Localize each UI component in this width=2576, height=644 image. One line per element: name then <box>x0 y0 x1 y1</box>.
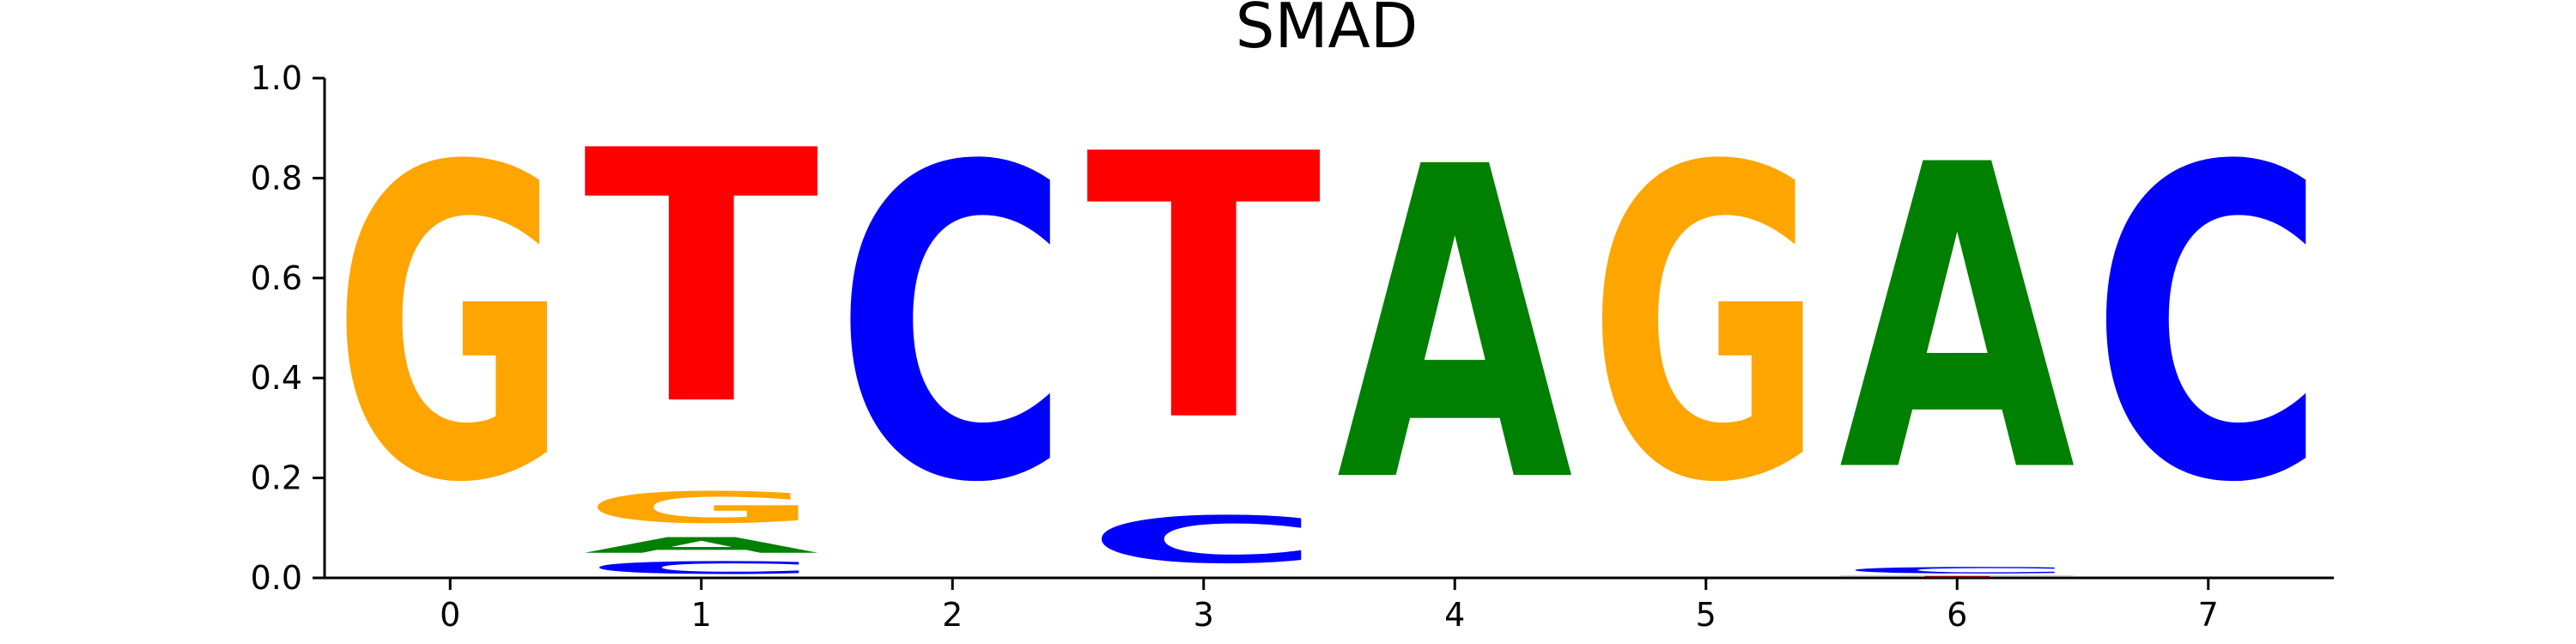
x-tick-label: 5 <box>1696 596 1716 634</box>
x-axis: 0 1 2 3 4 5 6 7 <box>325 576 2334 634</box>
y-tick-label: 0.6 <box>251 259 302 297</box>
x-tick-label: 7 <box>2198 596 2219 634</box>
logo-letter-t-pos3: T <box>1085 77 1323 501</box>
x-tick-label: 2 <box>942 596 963 634</box>
y-tick-label: 1.0 <box>251 59 302 97</box>
y-tick-label: 0.4 <box>251 359 302 397</box>
logo-letter-c-pos2: C <box>835 77 1071 577</box>
y-axis: 0.0 0.2 0.4 0.6 0.8 1.0 <box>251 59 326 597</box>
logo-letter-g-pos0: G <box>332 77 568 576</box>
logo-letter-g-pos5: G <box>1588 77 1824 576</box>
y-tick-label: 0.0 <box>251 559 302 597</box>
x-tick-label: 6 <box>1947 596 1967 634</box>
logo-letter-a-pos1: A <box>583 533 819 558</box>
logo-letter-a-pos6: A <box>1839 76 2078 564</box>
x-tick-label: 3 <box>1194 596 1214 634</box>
x-tick-label: 1 <box>691 596 712 634</box>
logo-letter-c-pos1: C <box>583 558 819 578</box>
logo-letter-c-pos7: C <box>2090 77 2326 577</box>
logo-letter-t-pos1: T <box>583 78 821 483</box>
logo-letter-c-pos6: C <box>1839 565 2075 575</box>
logo-letter-c-pos3: C <box>1085 502 1321 577</box>
x-tick-label: 0 <box>440 596 460 634</box>
logo-letters: GCAGTCCTAGTCAC <box>332 76 2326 578</box>
logo-letter-a-pos4: A <box>1337 78 1576 577</box>
chart-title: SMAD <box>1236 0 1419 62</box>
logo-letter-g-pos1: G <box>583 483 819 533</box>
x-tick-label: 4 <box>1444 596 1465 634</box>
y-tick-label: 0.8 <box>251 159 302 197</box>
y-tick-label: 0.2 <box>251 459 302 497</box>
